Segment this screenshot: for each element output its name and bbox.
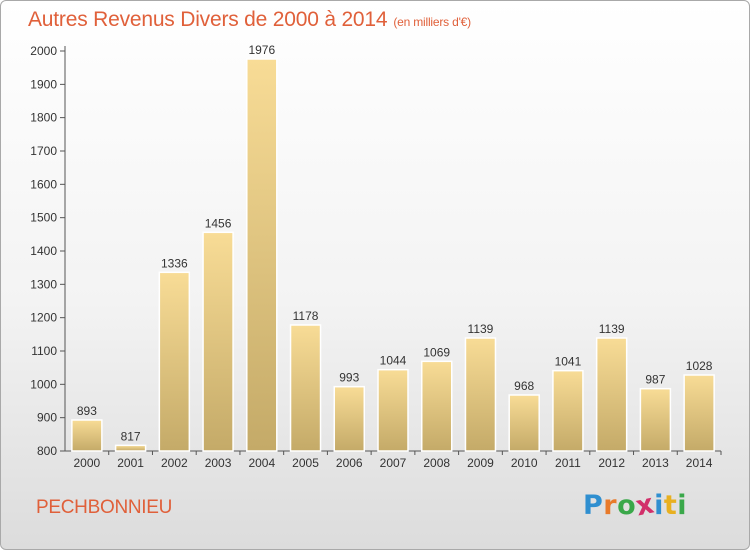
data-label-2002: 1336 — [161, 256, 188, 270]
bars: 893 817 1336 1456 1976 1178 993 1044 1069 1139 968… — [71, 43, 715, 452]
y-tick-label: 1800 — [30, 111, 57, 125]
bar-2005 — [289, 324, 322, 452]
logo-letter: i — [654, 490, 664, 521]
bar-2007 — [377, 368, 409, 452]
y-tick-label: 1200 — [30, 311, 57, 325]
x-tick-label: 2001 — [117, 456, 144, 470]
data-label-2012: 1139 — [599, 322, 625, 336]
data-label-2000: 893 — [77, 404, 97, 418]
data-label-2001: 817 — [121, 429, 141, 443]
bar-2000 — [71, 419, 103, 452]
data-label-2014: 1028 — [686, 359, 713, 373]
bar-2006 — [333, 385, 366, 452]
bar-2014 — [683, 374, 715, 452]
y-tick-label: 1100 — [31, 344, 57, 358]
x-tick-label: 2003 — [205, 456, 232, 470]
logo-letter: o — [617, 490, 637, 521]
y-tick-label: 1400 — [30, 244, 57, 258]
bar-2011 — [552, 369, 584, 452]
data-label-2004: 1976 — [248, 43, 275, 57]
logo-letter: r — [603, 490, 618, 521]
chart-title: Autres Revenus Divers de 2000 à 2014 (en … — [28, 8, 471, 31]
x-tick-label: 2014 — [686, 456, 713, 470]
chart-subtitle: (en milliers d'€) — [393, 15, 471, 29]
x-tick-label: 2010 — [511, 456, 538, 470]
x-tick-label: 2005 — [292, 456, 319, 470]
bar-2003 — [202, 231, 234, 452]
data-label-2009: 1139 — [468, 322, 494, 336]
data-label-2005: 1178 — [293, 309, 319, 323]
x-tick-label: 2009 — [467, 456, 494, 470]
commune-name: PECHBONNIEU — [36, 497, 173, 518]
x-tick-label: 2004 — [248, 456, 275, 470]
y-tick-label: 1600 — [30, 177, 57, 191]
logo-letter: t — [663, 490, 678, 521]
data-label-2011: 1041 — [555, 355, 582, 369]
y-tick-label: 1900 — [30, 77, 57, 91]
data-label-2006: 993 — [339, 371, 359, 385]
x-tick-label: 2011 — [555, 456, 581, 470]
bar-2002 — [158, 271, 191, 452]
bar-2010 — [508, 394, 540, 452]
y-tick-label: 2000 — [30, 44, 57, 58]
logo-letter: i — [677, 490, 688, 521]
x-tick-label: 2013 — [642, 456, 669, 470]
data-label-2010: 968 — [514, 379, 534, 393]
bar-2004 — [246, 58, 278, 452]
x-tick-label: 2012 — [598, 456, 625, 470]
x-tick-label: 2002 — [161, 456, 188, 470]
y-tick-label: 1000 — [30, 377, 57, 391]
bar-2001 — [114, 444, 147, 452]
proxiti-logo: Proxiti — [583, 488, 688, 522]
data-label-2003: 1456 — [205, 216, 232, 230]
y-tick-label: 900 — [37, 411, 57, 425]
data-label-2007: 1044 — [380, 354, 407, 368]
y-tick-label: 1300 — [30, 277, 57, 291]
y-tick-label: 1700 — [30, 144, 57, 158]
y-tick-label: 1500 — [30, 211, 57, 225]
bar-2009 — [464, 337, 497, 452]
logo-letter: P — [583, 490, 604, 521]
x-tick-label: 2008 — [423, 456, 450, 470]
x-tick-label: 2006 — [336, 456, 363, 470]
data-label-2013: 987 — [645, 373, 665, 387]
bar-2008 — [420, 360, 453, 452]
x-tick-label: 2000 — [74, 456, 101, 470]
data-label-2008: 1069 — [423, 345, 450, 359]
bar-2013 — [639, 387, 672, 452]
x-tick-label: 2007 — [380, 456, 407, 470]
bar-2012 — [595, 337, 628, 452]
y-tick-label: 800 — [37, 444, 57, 458]
